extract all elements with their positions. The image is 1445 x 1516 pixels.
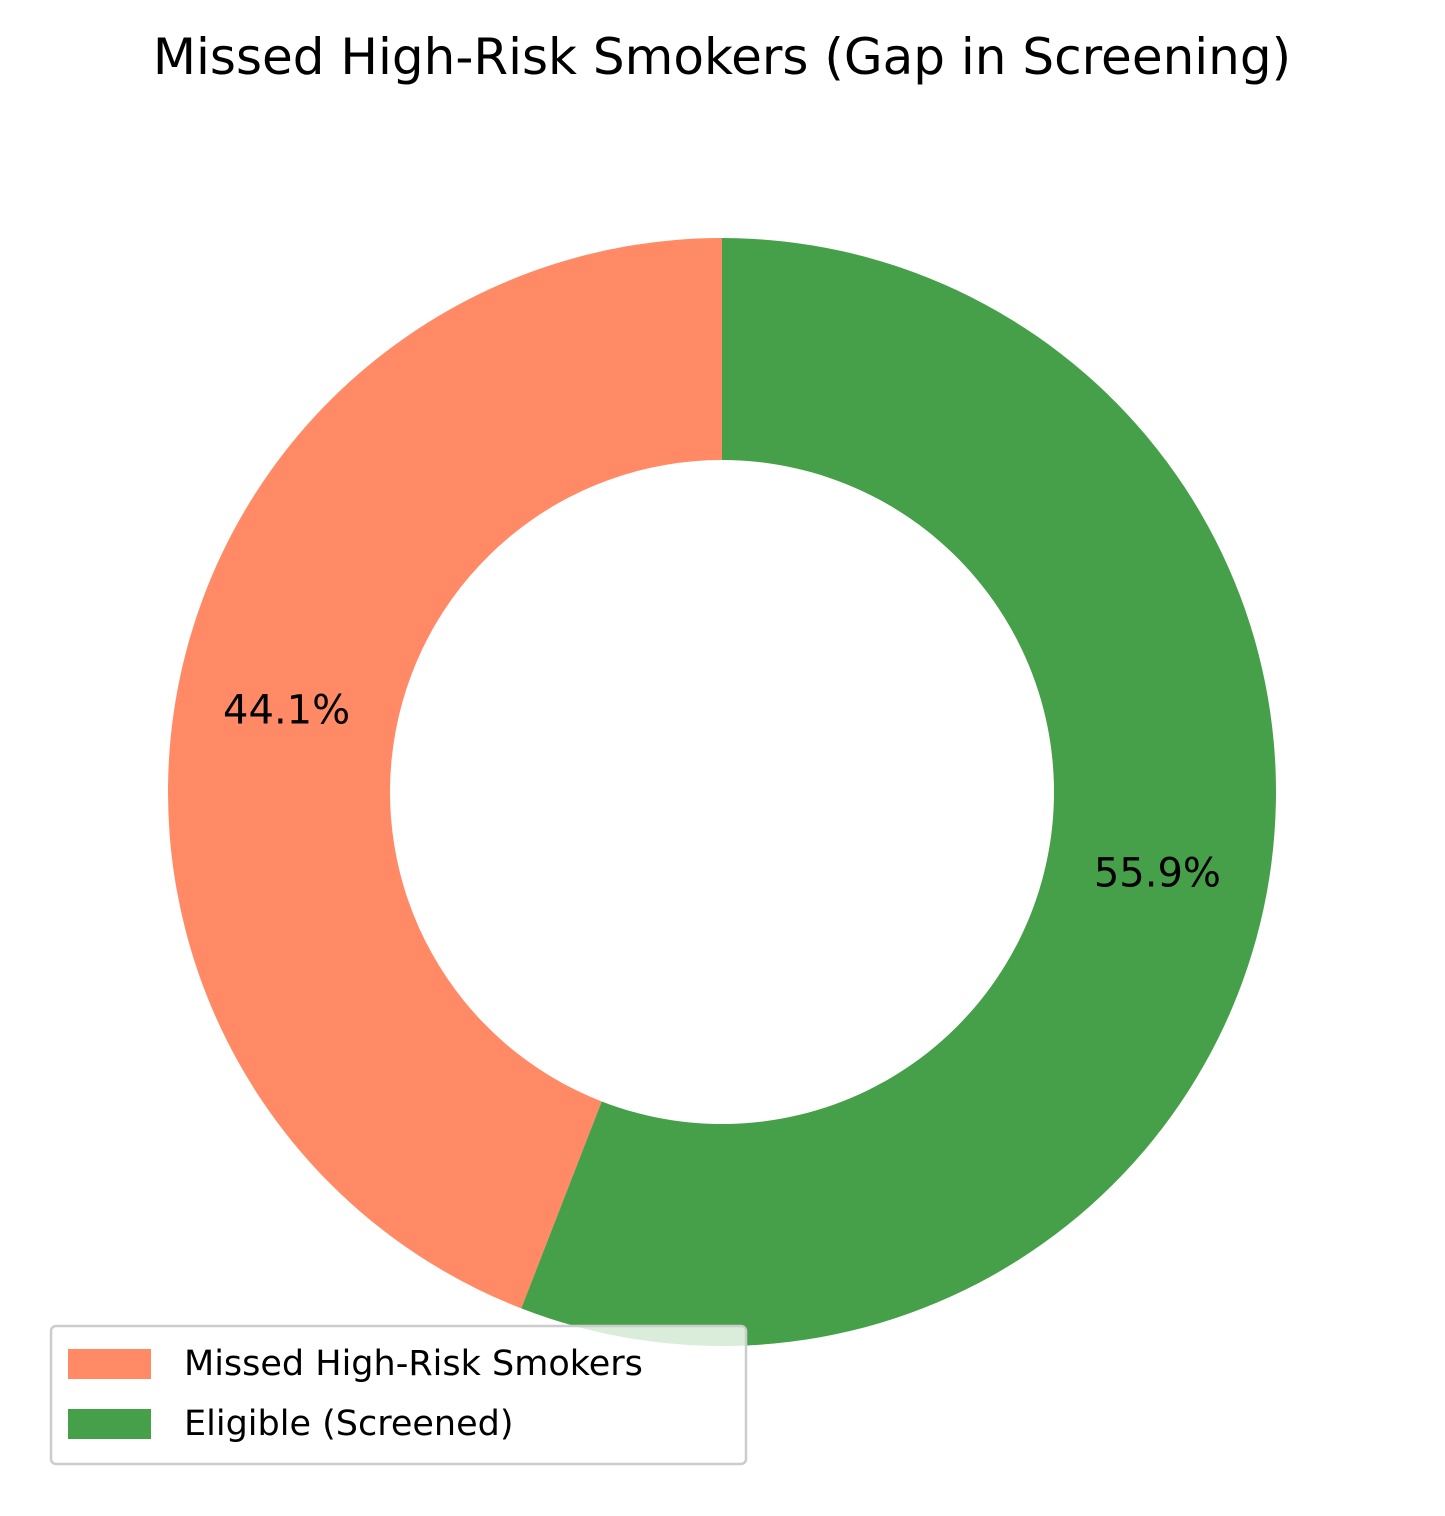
legend: Missed High-Risk Smokers Eligible (Screen… bbox=[49, 1324, 748, 1466]
legend-label-2: Eligible (Screened) bbox=[184, 1404, 514, 1444]
slice-2 bbox=[521, 238, 1276, 1346]
slice-1 bbox=[167, 238, 722, 1309]
donut-slices bbox=[167, 238, 1276, 1346]
slice-value-labels: 44.1% 55.9% bbox=[223, 687, 1221, 896]
legend-swatch-2 bbox=[68, 1409, 151, 1439]
slice-value-label-1: 44.1% bbox=[223, 687, 350, 733]
legend-swatch-1 bbox=[68, 1349, 151, 1379]
legend-frame bbox=[49, 1324, 748, 1466]
legend-label-1: Missed High-Risk Smokers bbox=[184, 1344, 643, 1384]
chart-title: Missed High-Risk Smokers (Gap in Screeni… bbox=[153, 28, 1291, 86]
slice-value-label-2: 55.9% bbox=[1094, 851, 1221, 897]
